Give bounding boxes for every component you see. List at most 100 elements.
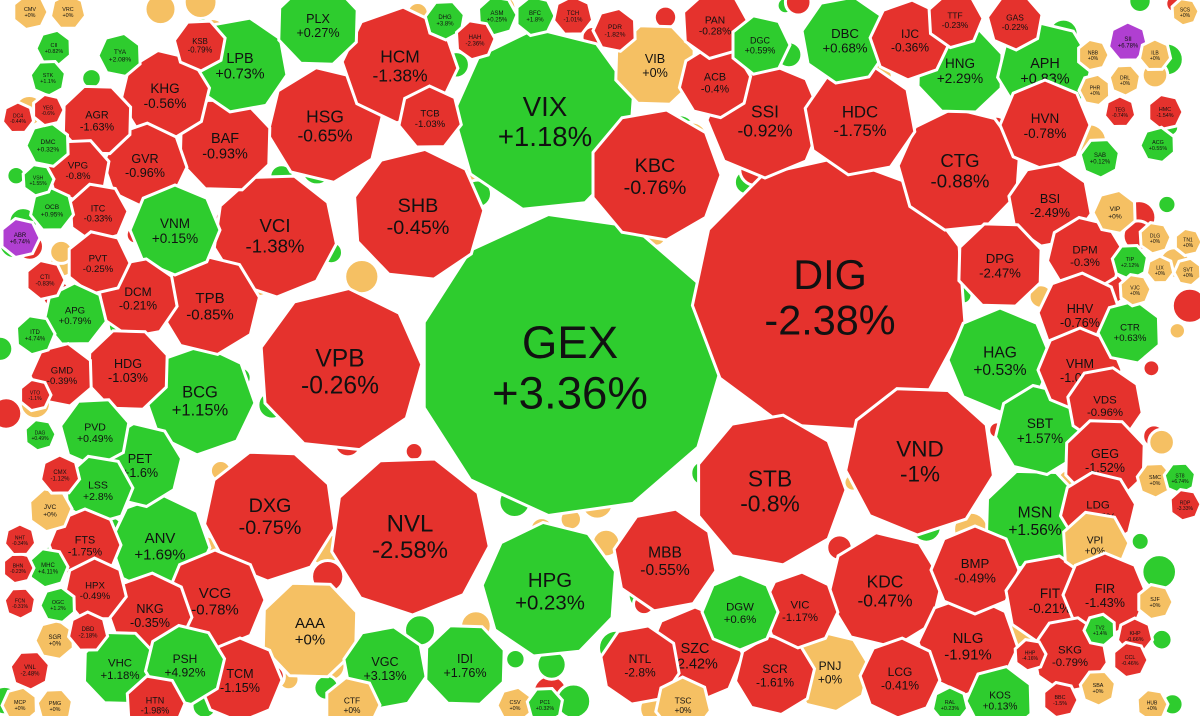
stock-cell-shape[interactable]	[591, 108, 723, 242]
stock-cell-shape[interactable]	[0, 100, 36, 135]
stock-cell-shape[interactable]	[25, 258, 67, 302]
stock-cell-gvr[interactable]: GVR-0.96%	[101, 121, 189, 209]
stock-cell-hmc[interactable]: HMC-1.54%	[1147, 92, 1185, 132]
stock-cell-mhc[interactable]: MHC+4.11%	[27, 547, 70, 590]
stock-cell-shape[interactable]	[1078, 138, 1121, 180]
stock-cell-shape[interactable]	[125, 674, 187, 716]
stock-cell-shape[interactable]	[423, 0, 466, 42]
stock-cell-shape[interactable]	[1106, 20, 1150, 62]
stock-cell-vnm[interactable]: VNM+0.15%	[128, 183, 222, 277]
stock-cell-shape[interactable]	[1147, 92, 1185, 132]
stock-cell-vix[interactable]: VIX+1.18%	[451, 26, 636, 211]
stock-cell-shape[interactable]	[957, 222, 1043, 308]
stock-cell-hdg[interactable]: HDG-1.03%	[87, 329, 169, 411]
stock-cell-shape[interactable]	[1172, 256, 1200, 288]
stock-cell-yeg[interactable]: YEG-0.6%	[32, 92, 66, 128]
stock-cell-shape[interactable]	[1170, 0, 1200, 28]
stock-cell-sjf[interactable]: SJF+0%	[1137, 582, 1175, 622]
stock-cell-shape[interactable]	[87, 329, 169, 411]
stock-cell-hvn[interactable]: HVN-0.78%	[998, 78, 1092, 172]
stock-cell-shape[interactable]	[0, 685, 38, 716]
stock-cell-vnd[interactable]: VND-1%	[844, 387, 995, 537]
stock-cell-tsc[interactable]: TSC+0%	[654, 675, 713, 716]
stock-cell-shape[interactable]	[325, 676, 382, 716]
stock-cell-dbd[interactable]: DBD-2.18%	[66, 610, 110, 652]
stock-cell-dag[interactable]: DAG+0.49%	[23, 418, 58, 453]
stock-cell-shape[interactable]	[998, 78, 1092, 172]
stock-cell-shape[interactable]	[38, 585, 76, 625]
stock-cell-ctg[interactable]: CTG-0.88%	[896, 106, 1022, 232]
stock-cell-shape[interactable]	[24, 121, 70, 168]
stock-cell-sbt[interactable]: SBT+1.57%	[993, 383, 1087, 477]
stock-cell-mbb[interactable]: MBB-0.55%	[612, 507, 718, 613]
stock-cell-shape[interactable]	[19, 377, 53, 413]
stock-cell-shape[interactable]	[731, 14, 792, 76]
stock-cell-shape[interactable]	[8, 650, 51, 692]
stock-cell-shape[interactable]	[1135, 688, 1170, 716]
stock-cell-scr[interactable]: SCR-1.61%	[733, 633, 817, 716]
stock-cell-vto[interactable]: VTO-1.1%	[19, 377, 53, 413]
stock-cell-scs[interactable]: SCS+0%	[1170, 0, 1200, 28]
stock-cell-ntl[interactable]: NTL-2.8%	[599, 624, 681, 706]
stock-cell-shape[interactable]	[38, 453, 82, 495]
stock-cell-abr[interactable]: ABR+6.74%	[0, 216, 42, 260]
stock-cell-tip[interactable]: TIP+2.12%	[1110, 243, 1150, 282]
stock-cell-shape[interactable]	[397, 84, 463, 149]
stock-cell-shape[interactable]	[23, 418, 58, 453]
stock-cell-sba[interactable]: SBA+0%	[1078, 669, 1118, 708]
stock-cell-shape[interactable]	[42, 281, 108, 346]
stock-cell-idi[interactable]: IDI+1.76%	[424, 624, 506, 706]
stock-cell-dpg[interactable]: DPG-2.47%	[957, 222, 1043, 308]
stock-cell-tn1[interactable]: TN1+0%	[1173, 226, 1200, 258]
stock-cell-vjc[interactable]: VJC+0%	[1118, 273, 1153, 308]
stock-cell-nbb[interactable]: NBB+0%	[1077, 37, 1111, 73]
stock-cell-ogc[interactable]: OGC+1.2%	[38, 585, 76, 625]
stock-cell-vrc[interactable]: VRC+0%	[48, 0, 88, 30]
stock-cell-shape[interactable]	[1077, 72, 1112, 108]
stock-cell-shape[interactable]	[858, 636, 942, 716]
stock-cell-svt[interactable]: SVT+0%	[1172, 256, 1200, 288]
stock-cell-bhn[interactable]: BHN-0.23%	[2, 550, 36, 586]
stock-cell-hdc[interactable]: HDC-1.75%	[803, 63, 917, 177]
stock-cell-shape[interactable]	[1112, 640, 1150, 680]
stock-cell-shape[interactable]	[515, 0, 557, 38]
stock-cell-hag[interactable]: HAG+0.53%	[946, 306, 1054, 414]
stock-cell-plx[interactable]: PLX+0.27%	[277, 0, 359, 66]
stock-cell-dig[interactable]: DIG-2.38%	[690, 155, 967, 432]
stock-cell-pvd[interactable]: PVD+0.49%	[58, 398, 131, 469]
stock-cell-phr[interactable]: PHR+0%	[1077, 72, 1112, 108]
stock-cell-shape[interactable]	[14, 314, 57, 357]
stock-cell-shape[interactable]	[261, 581, 359, 679]
stock-cell-acg[interactable]: ACG+0.55%	[1138, 125, 1176, 165]
stock-cell-shape[interactable]	[1091, 188, 1137, 235]
stock-cell-shape[interactable]	[700, 572, 780, 652]
stock-cell-shape[interactable]	[330, 457, 491, 617]
stock-cell-pmg[interactable]: PMG+0%	[35, 687, 75, 716]
stock-cell-rdp[interactable]: RDP-3.33%	[1168, 488, 1200, 523]
stock-cell-shape[interactable]	[1138, 221, 1173, 256]
stock-cell-shape[interactable]	[21, 163, 56, 198]
stock-cell-csv[interactable]: CSV+0%	[495, 685, 533, 716]
stock-cell-kos[interactable]: KOS+0.13%	[964, 664, 1033, 716]
stock-cell-shape[interactable]	[128, 183, 222, 277]
stock-cell-dhg[interactable]: DHG+3.8%	[423, 0, 466, 42]
stock-cell-bmp[interactable]: BMP-0.49%	[929, 524, 1021, 616]
stock-cell-shape[interactable]	[591, 6, 637, 53]
stock-cell-hhp[interactable]: HHP-4.16%	[1013, 638, 1048, 673]
stock-cell-shape[interactable]	[454, 19, 497, 62]
stock-cell-shape[interactable]	[67, 230, 132, 296]
stock-cell-shape[interactable]	[929, 524, 1021, 616]
stock-cell-shape[interactable]	[964, 664, 1033, 716]
stock-cell-shape[interactable]	[2, 522, 38, 557]
stock-cell-shape[interactable]	[654, 675, 713, 716]
stock-cell-shape[interactable]	[1138, 125, 1176, 165]
stock-cell-dc4[interactable]: DC4-0.44%	[0, 100, 36, 135]
stock-cell-tpb[interactable]: TPB-0.85%	[158, 253, 262, 357]
stock-cell-lcg[interactable]: LCG-0.41%	[858, 636, 942, 716]
stock-cell-kbc[interactable]: KBC-0.76%	[591, 108, 723, 242]
stock-cell-cti[interactable]: CTI-0.83%	[25, 258, 67, 302]
stock-cell-teg[interactable]: TEG-0.74%	[1102, 94, 1138, 129]
stock-cell-tya[interactable]: TYA+2.08%	[96, 31, 142, 78]
stock-cell-sii[interactable]: SII+6.78%	[1106, 20, 1150, 62]
stock-cell-shape[interactable]	[35, 687, 75, 716]
